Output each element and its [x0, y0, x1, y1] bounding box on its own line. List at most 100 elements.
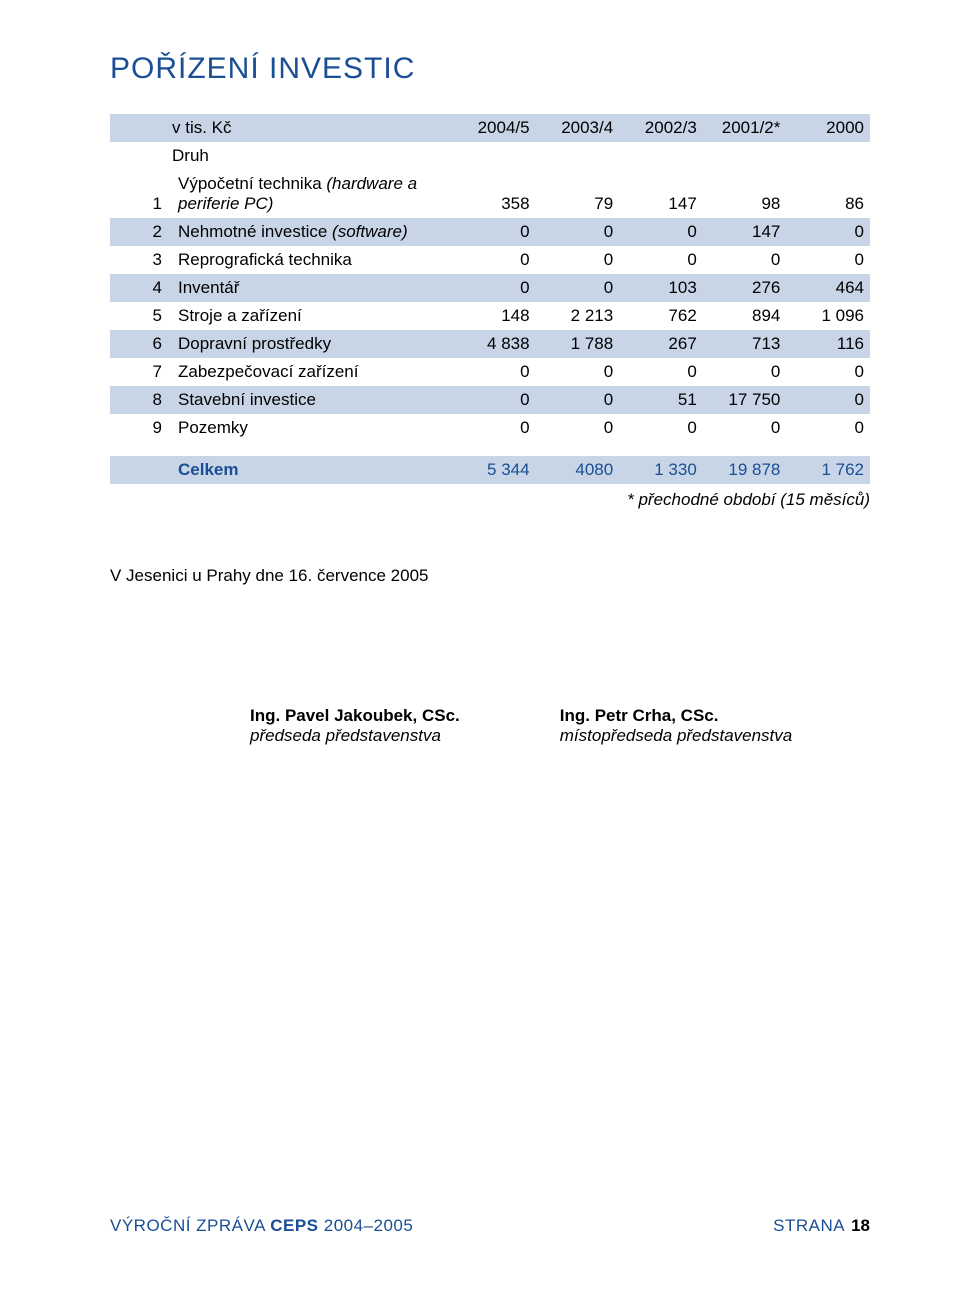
table-row: 2Nehmotné investice (software)0001470: [110, 218, 870, 246]
cell-value: 0: [452, 274, 536, 302]
total-value: 4080: [536, 456, 620, 484]
row-index: 5: [110, 302, 172, 330]
cell-value: 0: [452, 386, 536, 414]
col-year-4: 2000: [786, 114, 870, 142]
cell-value: 713: [703, 330, 787, 358]
total-value: 1 762: [786, 456, 870, 484]
total-value: 5 344: [452, 456, 536, 484]
table-row: 8Stavební investice005117 7500: [110, 386, 870, 414]
cell-value: 0: [536, 246, 620, 274]
cell-value: 147: [619, 170, 703, 218]
footer-right: STRANA18: [773, 1216, 870, 1236]
location-date-line: V Jesenici u Prahy dne 16. července 2005: [110, 510, 870, 586]
signatures: Ing. Pavel Jakoubek, CSc. předseda předs…: [110, 586, 870, 746]
cell-value: 0: [536, 218, 620, 246]
row-index: 6: [110, 330, 172, 358]
cell-value: 762: [619, 302, 703, 330]
cell-value: 0: [786, 358, 870, 386]
cell-value: 148: [452, 302, 536, 330]
cell-value: 0: [703, 414, 787, 442]
footer-page-label: STRANA: [773, 1216, 845, 1235]
row-index: 3: [110, 246, 172, 274]
row-label: Zabezpečovací zařízení: [172, 358, 452, 386]
investments-table: v tis. Kč 2004/5 2003/4 2002/3 2001/2* 2…: [110, 114, 870, 484]
cell-value: 0: [786, 218, 870, 246]
cell-value: 147: [703, 218, 787, 246]
cell-value: 0: [536, 274, 620, 302]
row-index: 1: [110, 170, 172, 218]
page-title: POŘÍZENÍ INVESTIC: [110, 52, 870, 114]
cell-value: 0: [452, 218, 536, 246]
unit-label: v tis. Kč: [172, 114, 452, 142]
table-header-row-years: v tis. Kč 2004/5 2003/4 2002/3 2001/2* 2…: [110, 114, 870, 142]
cell-value: 1 788: [536, 330, 620, 358]
signature-right: Ing. Petr Crha, CSc. místopředseda předs…: [560, 706, 792, 746]
cell-value: 0: [452, 358, 536, 386]
cell-value: 0: [536, 358, 620, 386]
row-index: 7: [110, 358, 172, 386]
cell-value: 0: [619, 218, 703, 246]
cell-value: 464: [786, 274, 870, 302]
cell-value: 0: [452, 414, 536, 442]
signature-right-name: Ing. Petr Crha, CSc.: [560, 706, 792, 726]
table-header-row-group: Druh: [110, 142, 870, 170]
cell-value: 17 750: [703, 386, 787, 414]
signature-left: Ing. Pavel Jakoubek, CSc. předseda předs…: [250, 706, 460, 746]
signature-left-title: předseda představenstva: [250, 726, 460, 746]
cell-value: 0: [452, 246, 536, 274]
cell-value: 2 213: [536, 302, 620, 330]
col-year-0: 2004/5: [452, 114, 536, 142]
cell-value: 0: [536, 386, 620, 414]
table-row: 6Dopravní prostředky4 8381 788267713116: [110, 330, 870, 358]
row-label: Reprografická technika: [172, 246, 452, 274]
table-row: 4Inventář00103276464: [110, 274, 870, 302]
row-label: Inventář: [172, 274, 452, 302]
cell-value: 51: [619, 386, 703, 414]
cell-value: 0: [786, 414, 870, 442]
table-row: 5Stroje a zařízení1482 2137628941 096: [110, 302, 870, 330]
footer-left: VÝROČNÍ ZPRÁVA CEPS 2004–2005: [110, 1216, 413, 1236]
row-label: Nehmotné investice (software): [172, 218, 452, 246]
row-index: 9: [110, 414, 172, 442]
total-value: 1 330: [619, 456, 703, 484]
cell-value: 276: [703, 274, 787, 302]
cell-value: 267: [619, 330, 703, 358]
row-index: 8: [110, 386, 172, 414]
footer-left-thin: VÝROČNÍ ZPRÁVA: [110, 1216, 270, 1235]
table-total-row: Celkem5 34440801 33019 8781 762: [110, 456, 870, 484]
cell-value: 0: [786, 386, 870, 414]
row-label: Výpočetní technika (hardware a periferie…: [172, 170, 452, 218]
row-label: Stroje a zařízení: [172, 302, 452, 330]
cell-value: 86: [786, 170, 870, 218]
table-row: 1Výpočetní technika (hardware a periferi…: [110, 170, 870, 218]
table-row: 7Zabezpečovací zařízení00000: [110, 358, 870, 386]
table-footnote: * přechodné období (15 měsíců): [110, 484, 870, 510]
group-label: Druh: [172, 142, 452, 170]
cell-value: 98: [703, 170, 787, 218]
total-label: Celkem: [172, 456, 452, 484]
col-year-3: 2001/2*: [703, 114, 787, 142]
cell-value: 0: [619, 358, 703, 386]
row-index: 4: [110, 274, 172, 302]
footer-left-year: 2004–2005: [324, 1216, 414, 1235]
cell-value: 894: [703, 302, 787, 330]
cell-value: 0: [619, 246, 703, 274]
cell-value: 0: [703, 246, 787, 274]
cell-value: 358: [452, 170, 536, 218]
footer-left-bold: CEPS: [270, 1216, 324, 1235]
row-label: Pozemky: [172, 414, 452, 442]
page-footer: VÝROČNÍ ZPRÁVA CEPS 2004–2005 STRANA18: [110, 1216, 870, 1236]
cell-value: 0: [786, 246, 870, 274]
col-year-1: 2003/4: [536, 114, 620, 142]
row-label: Stavební investice: [172, 386, 452, 414]
cell-value: 0: [536, 414, 620, 442]
cell-value: 79: [536, 170, 620, 218]
cell-value: 103: [619, 274, 703, 302]
table-row: 3Reprografická technika00000: [110, 246, 870, 274]
cell-value: 4 838: [452, 330, 536, 358]
cell-value: 1 096: [786, 302, 870, 330]
col-year-2: 2002/3: [619, 114, 703, 142]
signature-left-name: Ing. Pavel Jakoubek, CSc.: [250, 706, 460, 726]
cell-value: 0: [619, 414, 703, 442]
row-label: Dopravní prostředky: [172, 330, 452, 358]
